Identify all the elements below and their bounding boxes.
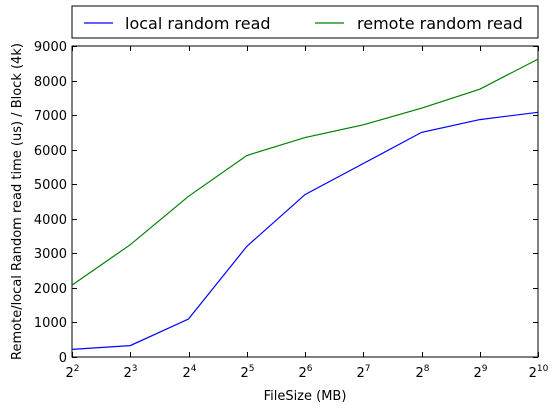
x-tick-label: 27 [356,364,370,381]
x-tick-label: 26 [298,364,312,381]
y-tick-label: 0 [59,351,67,366]
x-tick-label: 210 [529,364,549,381]
legend-box [71,5,539,39]
x-tick-label: 25 [240,364,254,381]
x-tick-label: 28 [415,364,429,381]
x-tick-label: 23 [123,364,137,381]
y-tick-label: 5000 [34,178,67,193]
y-tick-label: 7000 [34,109,67,124]
x-axis: 22 23 24 25 26 27 28 29 210 [65,46,549,381]
y-tick-label: 8000 [34,75,67,90]
y-axis-label: Remote/local Random read time (us) / Blo… [10,43,25,360]
legend-label-local-random-read: local random read [125,14,271,33]
y-tick-label: 4000 [34,213,67,228]
legend-label-remote-random-read: remote random read [357,14,523,33]
y-tick-label: 1000 [34,316,67,331]
x-tick-label: 29 [473,364,487,381]
y-tick-label: 6000 [34,144,67,159]
series-layer [71,58,539,350]
y-tick-label: 9000 [34,40,67,55]
y-tick-label: 3000 [34,247,67,262]
legend: local random read remote random read [71,5,539,39]
y-tick-label: 2000 [34,282,67,297]
x-tick-label: 24 [182,364,196,381]
y-axis: 0 1000 2000 3000 4000 5000 6000 7000 8000 9000 [34,40,538,366]
x-tick-label: 22 [65,364,79,381]
series-line-remote-random-read [71,58,539,286]
series-line-local-random-read [71,111,539,350]
x-axis-label: FileSize (MB) [264,389,347,404]
